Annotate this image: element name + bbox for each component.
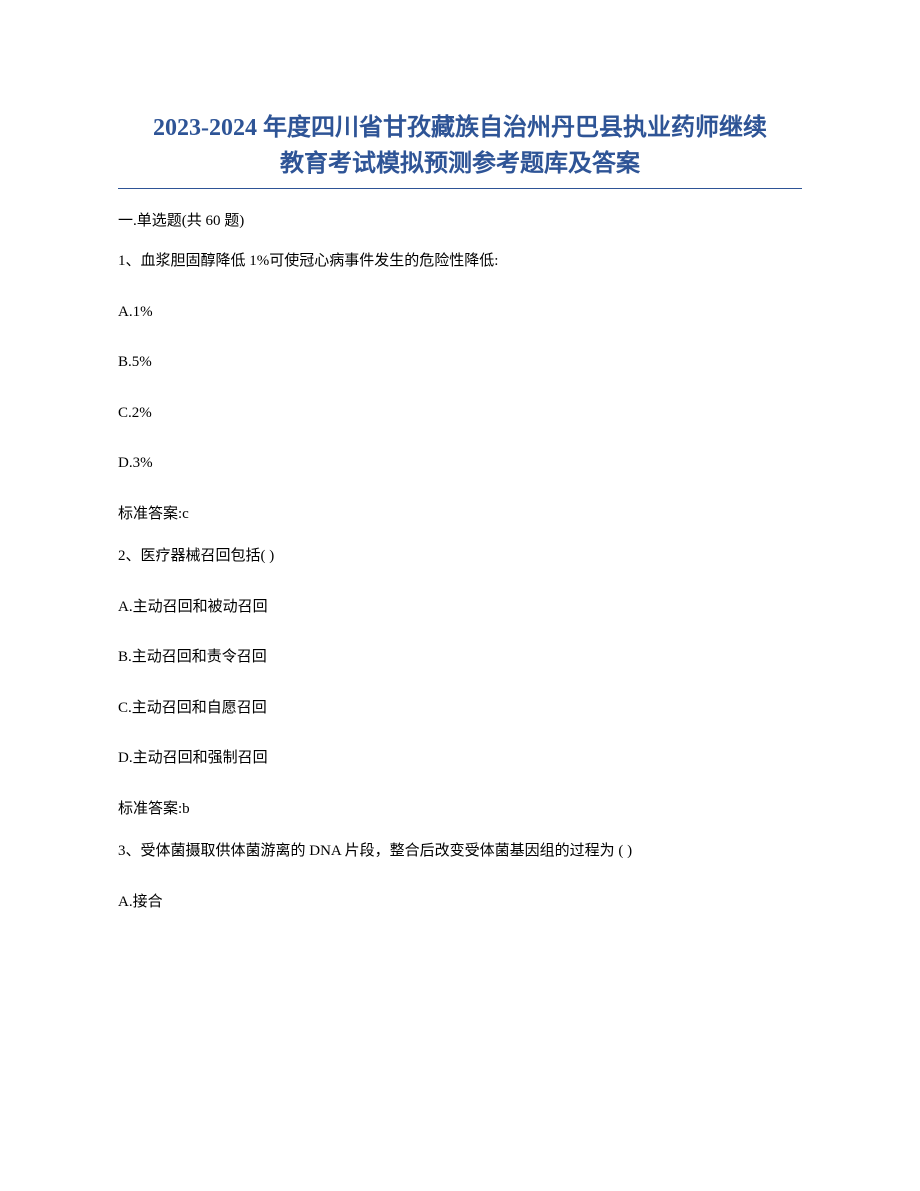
question-2-answer: 标准答案:b (118, 798, 802, 821)
question-2-prompt: 2、医疗器械召回包括( ) (118, 545, 802, 568)
question-3-option-a: A.接合 (118, 891, 802, 914)
question-1-option-b: B.5% (118, 351, 802, 374)
title-line-2: 教育考试模拟预测参考题库及答案 (280, 151, 640, 177)
question-3-prompt: 3、受体菌摄取供体菌游离的 DNA 片段，整合后改变受体菌基因组的过程为 ( ) (118, 840, 802, 863)
question-2-option-b: B.主动召回和责令召回 (118, 646, 802, 669)
question-1-prompt: 1、血浆胆固醇降低 1%可使冠心病事件发生的危险性降低: (118, 250, 802, 273)
question-1-option-d: D.3% (118, 452, 802, 475)
question-1-option-a: A.1% (118, 301, 802, 324)
question-2-option-d: D.主动召回和强制召回 (118, 747, 802, 770)
question-2-option-c: C.主动召回和自愿召回 (118, 697, 802, 720)
question-1-answer: 标准答案:c (118, 503, 802, 526)
title-line-1: 2023-2024 年度四川省甘孜藏族自治州丹巴县执业药师继续 (153, 115, 767, 141)
section-header: 一.单选题(共 60 题) (118, 209, 802, 230)
document-title: 2023-2024 年度四川省甘孜藏族自治州丹巴县执业药师继续 教育考试模拟预测… (118, 110, 802, 189)
question-2-option-a: A.主动召回和被动召回 (118, 596, 802, 619)
question-1-option-c: C.2% (118, 402, 802, 425)
